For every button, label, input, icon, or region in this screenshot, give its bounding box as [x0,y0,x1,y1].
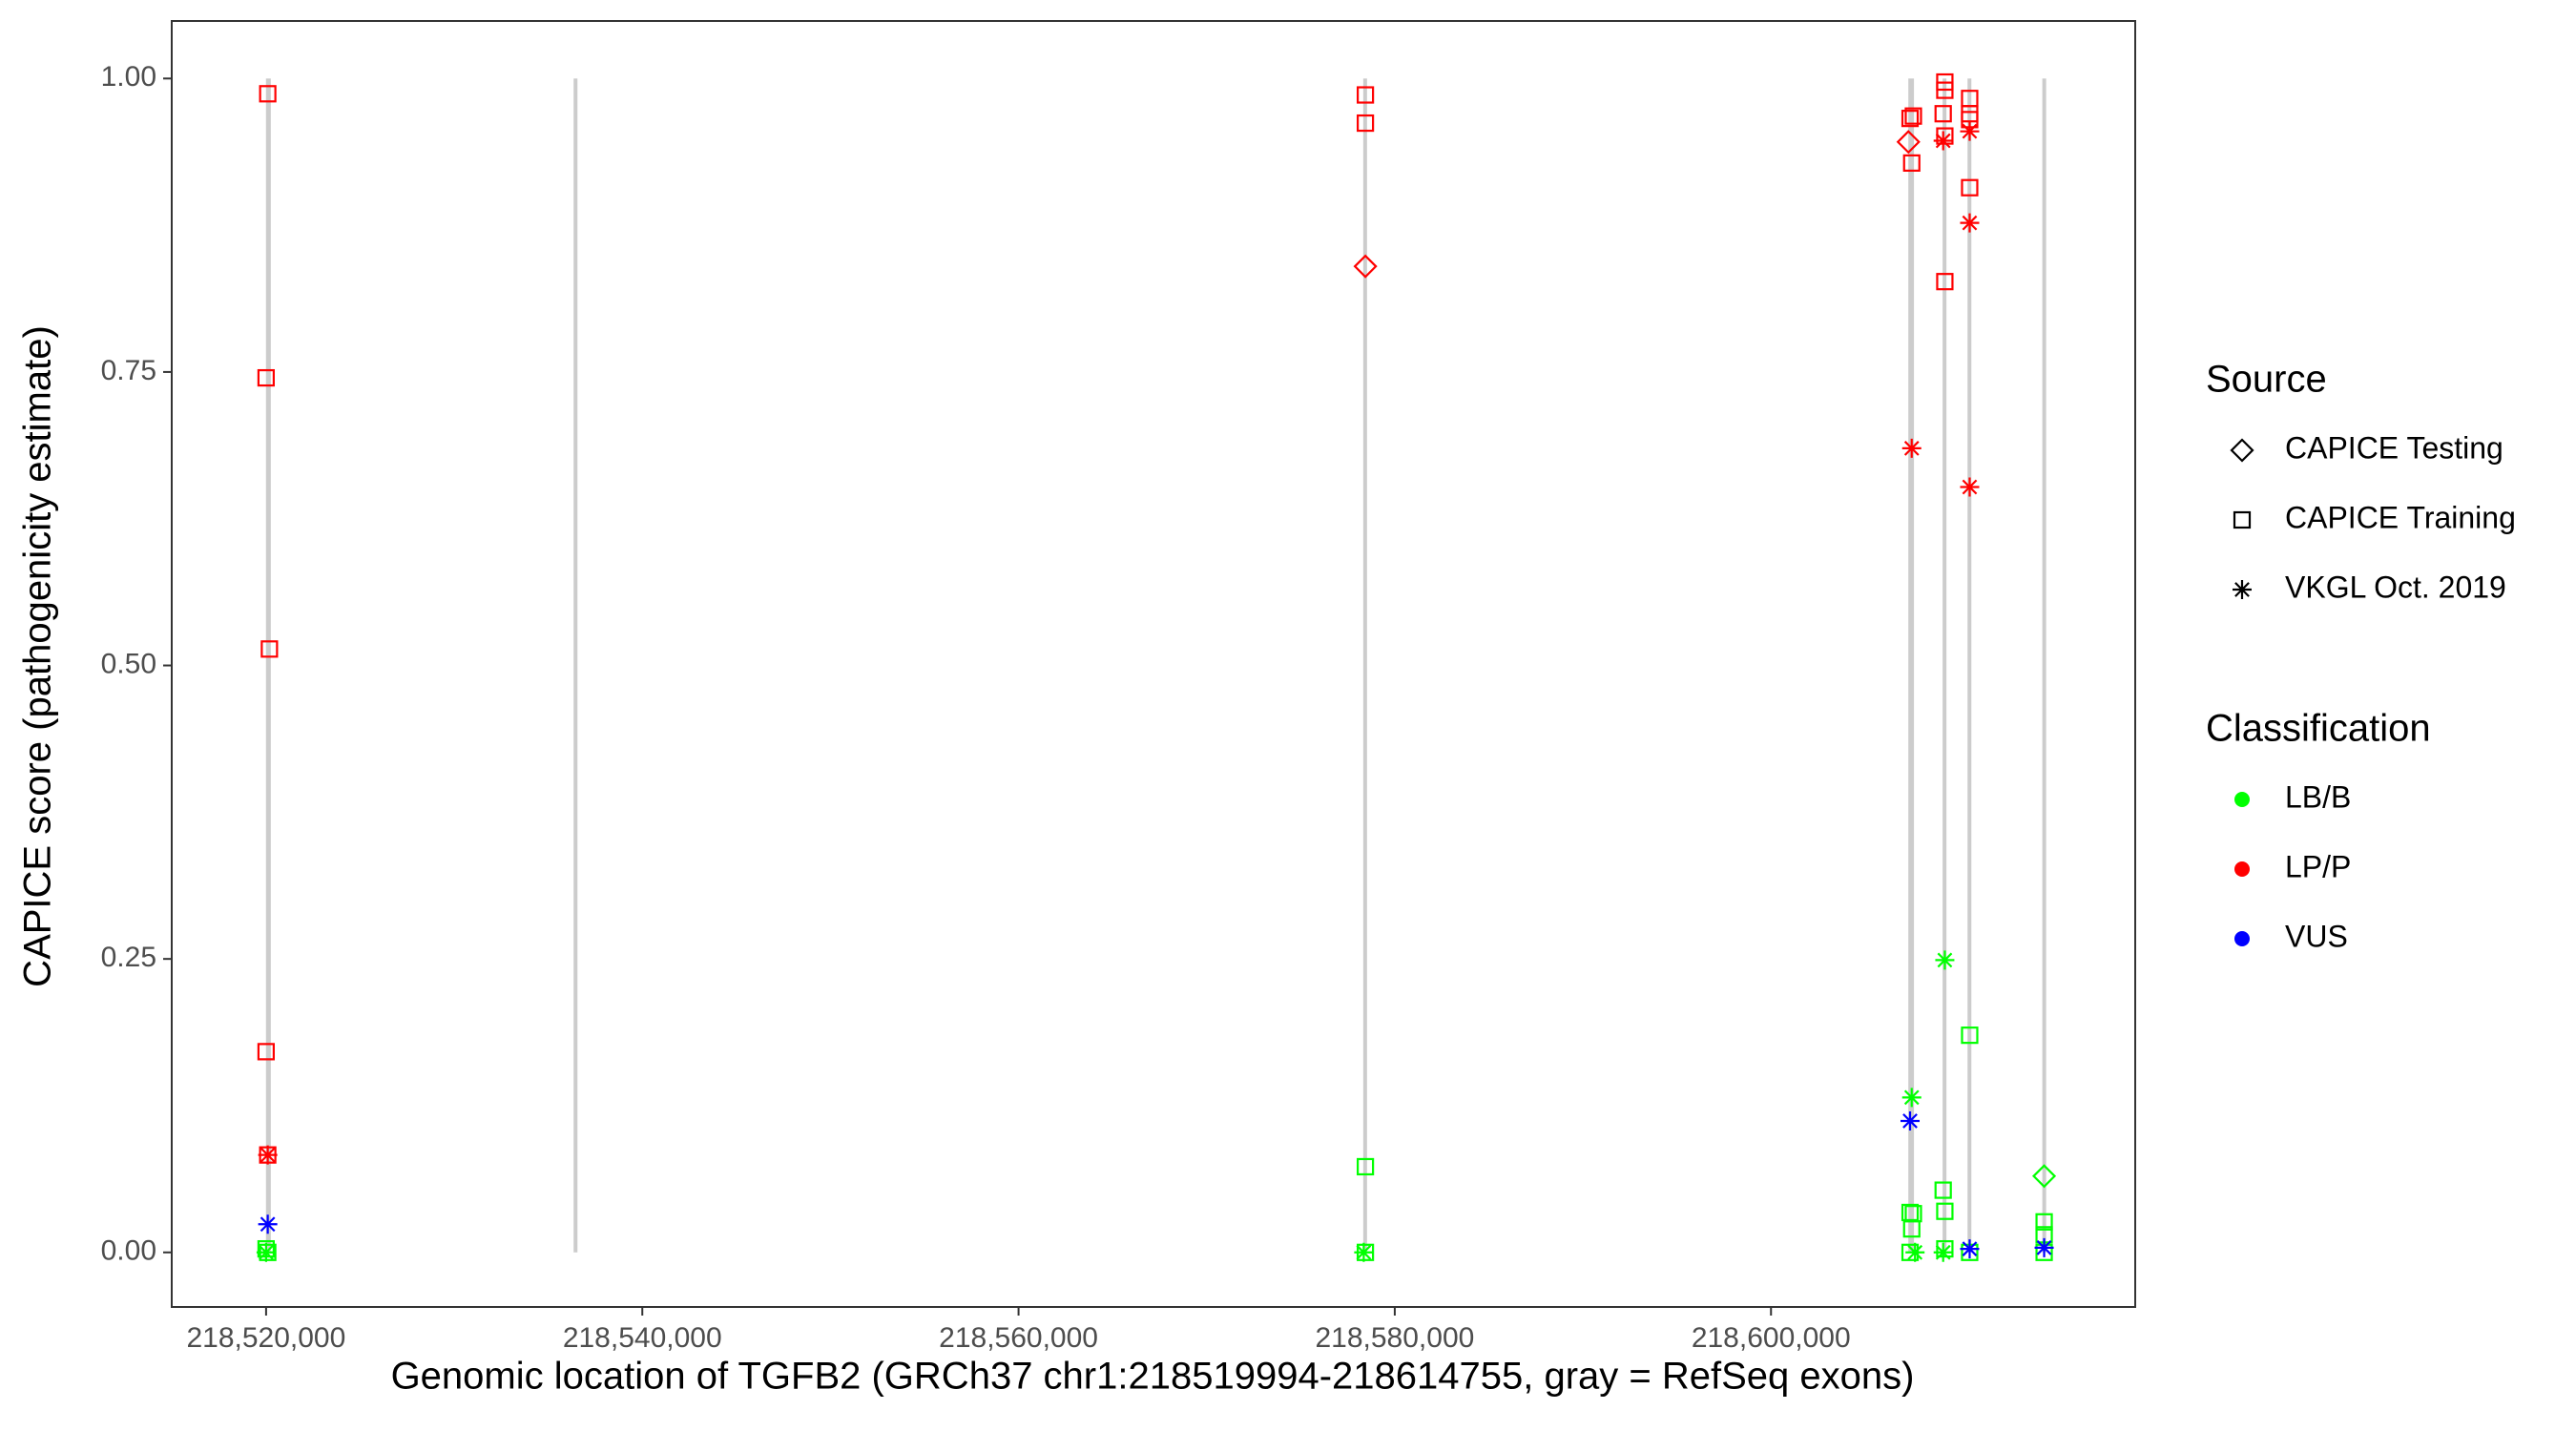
point [2031,1164,2057,1189]
point [1901,1110,1921,1130]
point [1936,1202,1954,1220]
y-axis-title: CAPICE score (pathogenicity estimate) [17,325,59,987]
point [258,1145,278,1165]
point [1901,1088,1922,1108]
point [1901,1203,1920,1222]
legend-label: CAPICE Training [2285,500,2516,534]
point [1935,950,1955,970]
point [1960,213,1980,233]
x-tick-label: 218,560,000 [939,1322,1098,1354]
point [257,368,275,387]
point [1905,1242,1925,1262]
exon [573,78,578,1253]
point [1933,131,1953,151]
point [1934,105,1952,123]
point [1961,1027,1979,1045]
point [1901,438,1922,458]
point [258,1214,278,1234]
x-tick-label: 218,580,000 [1315,1322,1474,1354]
point [1901,110,1920,128]
exon [265,78,271,1253]
legend-label: VKGL Oct. 2019 [2285,570,2506,604]
legend-title: Source [2206,359,2327,401]
legend-label: LP/P [2285,849,2351,883]
legend-key [2234,792,2250,807]
point [1936,81,1954,99]
point [1904,107,1922,125]
point [1960,1239,1980,1259]
point [2034,1237,2054,1257]
y-tick-label: 0.50 [101,648,156,679]
legend-label: LB/B [2285,779,2351,814]
legend-key [2230,438,2254,463]
point [1357,1157,1375,1176]
legend-label: CAPICE Testing [2285,430,2503,465]
legend-title: Classification [2206,708,2431,750]
exon [1362,78,1367,1253]
point [1354,1242,1374,1262]
point [1357,114,1375,133]
point [1896,130,1921,155]
point [260,640,279,658]
point [1936,273,1954,291]
y-tick-label: 0.75 [101,355,156,386]
point [1902,1220,1921,1238]
point [1933,1242,1953,1262]
legend-key [2233,580,2252,599]
point [1961,178,1979,197]
exon [1908,78,1915,1253]
point [1357,86,1375,104]
point [1960,121,1980,141]
exon [2042,78,2046,1253]
exon [1942,78,1947,1253]
x-tick-label: 218,540,000 [563,1322,722,1354]
y-tick-label: 0.25 [101,942,156,973]
point [2035,1213,2053,1231]
point [259,85,277,103]
legend-key [2233,510,2252,529]
x-tick-label: 218,520,000 [186,1322,345,1354]
point [1353,254,1378,279]
x-tick-label: 218,600,000 [1692,1322,1851,1354]
y-tick-label: 0.00 [101,1235,156,1267]
point [257,1043,275,1061]
point [256,1242,276,1262]
y-tick-label: 1.00 [101,61,156,93]
point [1902,154,1921,172]
legend-key [2234,861,2250,877]
legend-label: VUS [2285,919,2348,953]
legend-key [2234,931,2250,946]
panel-border [171,20,2136,1308]
x-axis-title: Genomic location of TGFB2 (GRCh37 chr1:2… [391,1356,1915,1398]
point [1936,1239,1954,1258]
point [1934,1181,1952,1199]
point [1960,477,1980,497]
exon [1967,78,1972,1253]
